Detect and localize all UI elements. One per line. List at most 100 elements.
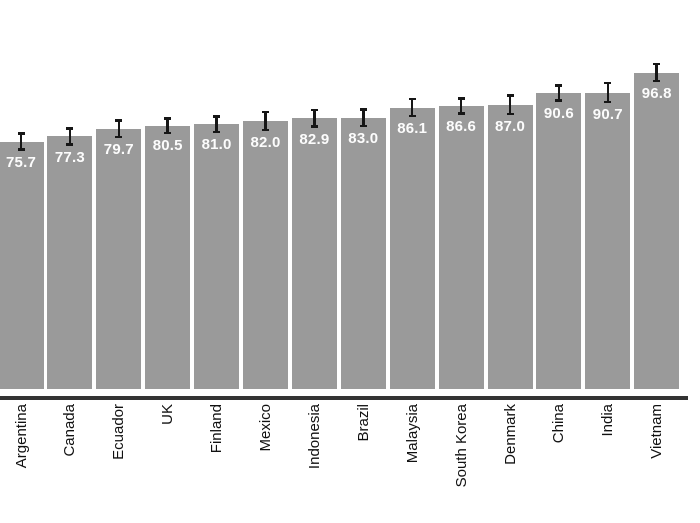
- error-bar: [310, 108, 318, 128]
- bar-value-label: 90.7: [592, 106, 623, 124]
- error-bar-cap-top: [17, 132, 25, 135]
- x-tick-label-mexico: Mexico: [257, 404, 274, 452]
- x-axis-line: [0, 396, 688, 400]
- error-bar-line: [117, 119, 121, 139]
- error-bar-line: [264, 110, 267, 132]
- bar-uk: [145, 125, 191, 389]
- bar-mexico: [243, 121, 288, 389]
- x-tick-label-uk: UK: [159, 404, 177, 425]
- error-bar: [653, 62, 661, 83]
- error-bar: [164, 117, 172, 135]
- error-bar: [506, 94, 514, 116]
- x-tick-label-vietnam: Vietnam: [648, 404, 666, 459]
- error-bar-cap-top: [457, 97, 465, 100]
- bar-value-label: 86.6: [446, 117, 477, 135]
- bar-value-label: 80.5: [152, 137, 183, 155]
- bar-malaysia: [389, 107, 435, 389]
- bar-canada: [47, 136, 93, 389]
- error-bar-cap-top: [115, 119, 123, 122]
- error-bar: [115, 119, 123, 139]
- x-tick-label-brazil: Brazil: [354, 404, 372, 442]
- error-bar-cap-top: [66, 127, 74, 130]
- error-bar-cap-bottom: [310, 125, 318, 128]
- bar-brazil: [340, 117, 386, 389]
- bar-value-label: 82.9: [299, 130, 330, 148]
- error-bar-cap-bottom: [359, 124, 367, 128]
- bar-vietnam: [634, 72, 680, 389]
- x-tick-label-malaysia: Malaysia: [403, 404, 421, 464]
- error-bar-cap-top: [310, 108, 318, 112]
- error-bar-line: [508, 94, 512, 116]
- bar-value-label: 83.0: [348, 130, 379, 148]
- error-bar-cap-bottom: [506, 112, 514, 116]
- error-bar-cap-top: [359, 108, 367, 111]
- error-bar-cap-bottom: [457, 112, 465, 115]
- error-bar-line: [459, 97, 463, 115]
- x-tick-label-china: China: [550, 404, 568, 444]
- error-bar-cap-top: [555, 84, 563, 87]
- error-bar-line: [215, 115, 218, 134]
- error-bar: [555, 84, 563, 102]
- error-bar-line: [166, 117, 169, 135]
- error-bar-line: [606, 81, 610, 104]
- error-bar-cap-bottom: [604, 100, 612, 104]
- error-bar-line: [557, 84, 561, 102]
- error-bar-cap-top: [506, 94, 514, 97]
- x-tick-label-finland: Finland: [208, 404, 226, 454]
- error-bar-cap-top: [408, 97, 416, 101]
- error-bar: [262, 110, 269, 132]
- error-bar-cap-top: [604, 81, 612, 85]
- error-bar-cap-bottom: [555, 99, 563, 102]
- error-bar-line: [362, 108, 365, 128]
- error-bar-line: [19, 132, 23, 151]
- bar-value-label: 87.0: [495, 118, 525, 136]
- error-bar: [213, 115, 221, 134]
- bar-value-label: 96.8: [641, 85, 672, 103]
- x-tick-label-indonesia: Indonesia: [305, 404, 323, 470]
- error-bar-cap-top: [262, 110, 269, 114]
- bar-value-label: 86.1: [397, 120, 428, 138]
- x-tick-label-south-korea: South Korea: [452, 404, 470, 488]
- error-bar: [408, 97, 416, 118]
- bar-china: [536, 92, 582, 389]
- bar-value-label: 82.0: [250, 134, 281, 152]
- bar-value-label: 81.0: [201, 136, 232, 154]
- bar-value-label: 90.6: [543, 104, 574, 122]
- x-tick-label-denmark: Denmark: [501, 404, 519, 465]
- x-tick-label-india: India: [599, 404, 617, 437]
- error-bar: [17, 132, 25, 151]
- x-tick-label-argentina: Argentina: [12, 404, 30, 469]
- bar-india: [585, 92, 631, 389]
- error-bar: [457, 97, 465, 115]
- error-bar-cap-bottom: [653, 79, 661, 83]
- bar-ecuador: [96, 128, 142, 389]
- error-bar-line: [655, 62, 658, 83]
- error-bar: [604, 81, 612, 104]
- error-bar-cap-bottom: [164, 131, 172, 135]
- bar-south-korea: [438, 105, 484, 389]
- bar-value-label: 75.7: [6, 153, 36, 171]
- x-tick-label-canada: Canada: [61, 404, 79, 457]
- error-bar-cap-bottom: [262, 128, 269, 132]
- error-bar-cap-bottom: [408, 114, 416, 118]
- bar-denmark: [487, 104, 533, 389]
- error-bar-line: [313, 108, 316, 128]
- error-bar: [359, 108, 367, 128]
- bar-indonesia: [291, 118, 337, 389]
- error-bar-line: [410, 97, 414, 118]
- error-bar-cap-bottom: [17, 148, 25, 151]
- bar-argentina: [0, 141, 44, 389]
- error-bar-cap-top: [653, 62, 661, 66]
- error-bar-line: [68, 127, 72, 146]
- error-bar-cap-top: [164, 117, 172, 120]
- error-bar: [66, 127, 74, 146]
- error-bar-cap-bottom: [213, 130, 221, 134]
- x-tick-label-ecuador: Ecuador: [110, 404, 128, 460]
- error-bar-cap-top: [213, 115, 221, 118]
- error-bar-cap-bottom: [66, 143, 74, 146]
- bar-value-label: 77.3: [54, 148, 85, 166]
- bar-finland: [194, 124, 240, 389]
- bar-value-label: 79.7: [103, 141, 134, 159]
- error-bar-cap-bottom: [115, 135, 123, 139]
